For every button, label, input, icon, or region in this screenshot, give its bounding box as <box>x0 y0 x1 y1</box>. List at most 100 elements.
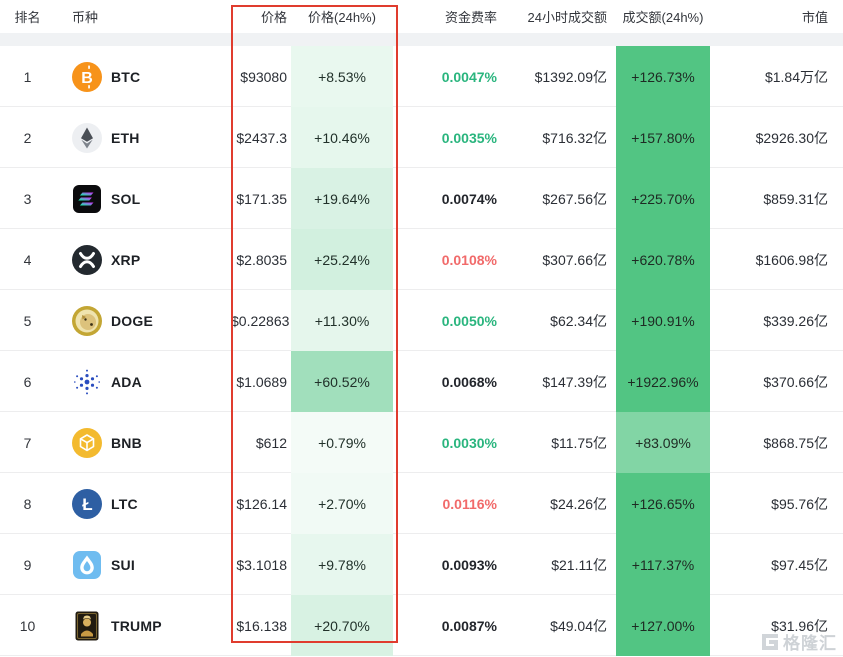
sol-icon <box>72 184 102 214</box>
market-cap-cell: $868.75亿 <box>763 434 828 451</box>
coin-cell[interactable]: TRUMP <box>55 611 231 641</box>
volume-change-cell: +225.70% <box>616 168 710 229</box>
market-cap-cell: $97.45亿 <box>771 556 828 573</box>
volume-change-cell: +157.80% <box>616 107 710 168</box>
volume-24h-cell: $716.32亿 <box>542 129 607 146</box>
coin-cell[interactable]: ETH <box>55 122 231 153</box>
price-cell: $16.138 <box>236 617 287 634</box>
coin-cell[interactable]: XRP <box>55 244 231 275</box>
price-change-cell: +60.52% <box>291 351 393 412</box>
table-row[interactable]: 2 ETH $2437.3 +10.46% 0.0035% $716.32亿 +157.80… <box>0 107 843 168</box>
price-change-cell: +0.79% <box>291 412 393 473</box>
rank-cell: 5 <box>23 312 32 329</box>
volume-change-cell: +190.91% <box>616 290 710 351</box>
rank-cell: 3 <box>23 190 32 207</box>
coin-cell[interactable]: ADA <box>55 367 231 397</box>
header-rank[interactable]: 排名 <box>14 10 41 25</box>
coin-cell[interactable]: BNB <box>55 427 231 458</box>
header-price-change[interactable]: 价格(24h%) <box>308 10 376 25</box>
table-row[interactable]: 8 Ł LTC $126.14 +2.70% 0.0116% $24.26亿 +126.65%… <box>0 473 843 534</box>
coin-symbol: ETH <box>111 129 140 146</box>
rank-cell: 8 <box>23 495 32 512</box>
table-row[interactable]: 3 SOL $171.35 +19.64% 0.0074% $267.56亿 +225.70… <box>0 168 843 229</box>
market-cap-cell: $1.84万亿 <box>764 68 828 85</box>
coin-symbol: LTC <box>111 495 138 512</box>
svg-text:Ł: Ł <box>82 495 92 514</box>
price-change-cell: +8.53% <box>291 46 393 107</box>
table-row[interactable]: 10 TRUMP $16.138 +20.70% 0.0087% $49.04亿 +127.… <box>0 595 843 656</box>
table-row[interactable]: 4 XRP $2.8035 +25.24% 0.0108% $307.66亿 +620.78… <box>0 229 843 290</box>
header-price[interactable]: 价格 <box>260 10 287 25</box>
sui-icon <box>72 550 102 580</box>
coin-symbol: XRP <box>111 251 141 268</box>
rank-cell: 6 <box>23 373 32 390</box>
coin-cell[interactable]: SUI <box>55 550 231 580</box>
funding-rate-cell: 0.0087% <box>441 617 497 634</box>
price-cell: $2.8035 <box>236 251 287 268</box>
coin-symbol: SOL <box>111 190 141 207</box>
coin-symbol: DOGE <box>111 312 154 329</box>
price-cell: $3.1018 <box>236 556 287 573</box>
coin-symbol: BNB <box>111 434 142 451</box>
table-row[interactable]: 5 DOGE $0.22863 +11.30% 0.0050% $62.34亿 +190.9… <box>0 290 843 351</box>
coin-cell[interactable]: Ł LTC <box>55 488 231 519</box>
table-row[interactable]: 9 SUI $3.1018 +9.78% 0.0093% $21.11亿 +117.37% $… <box>0 534 843 595</box>
market-cap-cell: $95.76亿 <box>771 495 828 512</box>
rank-cell: 2 <box>23 129 32 146</box>
funding-rate-cell: 0.0030% <box>441 434 497 451</box>
header-market-cap[interactable]: 市值 <box>801 10 828 25</box>
volume-change-cell: +117.37% <box>616 534 710 595</box>
header-volume-change[interactable]: 成交额(24h%) <box>622 10 704 25</box>
funding-rate-cell: 0.0035% <box>441 129 497 146</box>
volume-24h-cell: $307.66亿 <box>542 251 607 268</box>
ltc-icon: Ł <box>72 488 102 519</box>
xrp-icon <box>72 244 102 275</box>
volume-24h-cell: $49.04亿 <box>550 617 607 634</box>
table-header-row: 排名 币种 价格 价格(24h%) 资金费率 24小时成交额 成交额(24h%)… <box>0 0 843 33</box>
volume-change-cell: +1922.96% <box>616 351 710 412</box>
price-cell: $1.0689 <box>236 373 287 390</box>
price-change-cell: +20.70% <box>291 595 393 656</box>
volume-24h-cell: $62.34亿 <box>550 312 607 329</box>
price-change-cell: +9.78% <box>291 534 393 595</box>
header-24h-volume[interactable]: 24小时成交额 <box>527 10 607 25</box>
coin-cell[interactable]: B BTC <box>55 61 231 92</box>
market-cap-cell: $370.66亿 <box>763 373 828 390</box>
funding-rate-cell: 0.0047% <box>441 68 497 85</box>
market-cap-cell: $339.26亿 <box>763 312 828 329</box>
funding-rate-cell: 0.0093% <box>441 556 497 573</box>
doge-icon <box>72 305 102 336</box>
volume-24h-cell: $11.75亿 <box>551 434 607 451</box>
volume-24h-cell: $1392.09亿 <box>534 68 607 85</box>
coin-cell[interactable]: SOL <box>55 184 231 214</box>
header-coin[interactable]: 币种 <box>72 10 99 25</box>
price-change-cell: +2.70% <box>291 473 393 534</box>
market-cap-cell: $31.96亿 <box>771 617 828 634</box>
coin-symbol: TRUMP <box>111 617 162 634</box>
header-divider <box>0 33 843 46</box>
table-row[interactable]: 7 BNB $612 +0.79% 0.0030% $11.75亿 +83.09% $868.… <box>0 412 843 473</box>
coin-symbol: SUI <box>111 556 135 573</box>
funding-rate-cell: 0.0050% <box>441 312 497 329</box>
market-cap-cell: $859.31亿 <box>763 190 828 207</box>
table-row[interactable]: 1 B BTC $93080 +8.53% 0.0047% $1392.09亿 +126.73… <box>0 46 843 107</box>
rank-cell: 9 <box>23 556 32 573</box>
svg-text:B: B <box>81 70 93 87</box>
bnb-icon <box>72 427 102 458</box>
volume-24h-cell: $147.39亿 <box>542 373 607 390</box>
trump-icon <box>72 611 102 641</box>
price-cell: $93080 <box>240 68 287 85</box>
rank-cell: 4 <box>23 251 32 268</box>
funding-rate-cell: 0.0116% <box>442 495 498 512</box>
header-funding-rate[interactable]: 资金费率 <box>444 10 497 25</box>
table-row[interactable]: 6 ADA $1.0689 +60.52% 0.0068% $147.39亿 +1922.9… <box>0 351 843 412</box>
coin-cell[interactable]: DOGE <box>55 305 231 336</box>
price-cell: $2437.3 <box>236 129 287 146</box>
volume-change-cell: +620.78% <box>616 229 710 290</box>
price-change-cell: +10.46% <box>291 107 393 168</box>
volume-change-cell: +127.00% <box>616 595 710 656</box>
volume-change-cell: +126.65% <box>616 473 710 534</box>
price-change-cell: +25.24% <box>291 229 393 290</box>
price-cell: $0.22863 <box>231 312 290 329</box>
